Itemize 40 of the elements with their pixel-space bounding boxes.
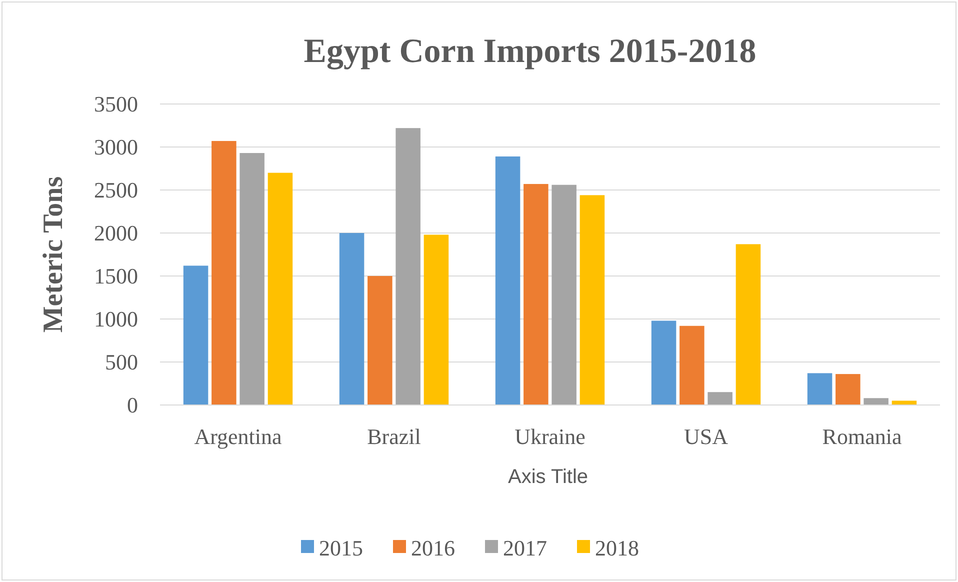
legend-label: 2018 [595,536,639,561]
bar [807,373,832,405]
bar [424,234,449,405]
bar [396,128,420,405]
y-tick-label: 1000 [94,306,138,332]
x-axis-title: Axis Title [508,466,588,488]
x-tick-label: Brazil [367,424,421,449]
y-tick-label: 3500 [94,92,138,117]
bar [864,398,888,405]
bar [240,153,264,405]
x-tick-label: Ukraine [514,424,586,449]
bar [708,392,732,405]
x-tick-label: USA [684,424,728,449]
y-tick-label: 2500 [94,178,138,203]
bar [892,400,917,405]
bar [524,184,548,405]
bar [212,140,236,405]
bar [339,233,364,405]
y-tick-label: 3000 [94,134,138,160]
chart-title: Egypt Corn Imports 2015-2018 [304,33,756,70]
y-tick-label: 2000 [94,220,138,246]
bar [680,326,704,405]
legend-label: 2015 [319,536,363,561]
bar [736,244,761,405]
y-tick-label: 500 [105,350,138,375]
legend-label: 2016 [411,536,455,561]
bar [651,320,676,405]
bar [552,184,576,405]
bar [183,266,208,405]
x-tick-label: Romania [822,424,902,449]
bar [268,172,293,405]
y-tick-label: 0 [127,392,138,418]
legend-label: 2017 [503,536,547,561]
y-tick-label: 1500 [94,264,138,289]
bar [368,276,392,405]
bar [836,374,860,405]
y-axis-title: Meteric Tons [38,176,69,333]
bar [495,156,520,405]
x-tick-label: Argentina [194,424,282,449]
bar [580,195,605,405]
